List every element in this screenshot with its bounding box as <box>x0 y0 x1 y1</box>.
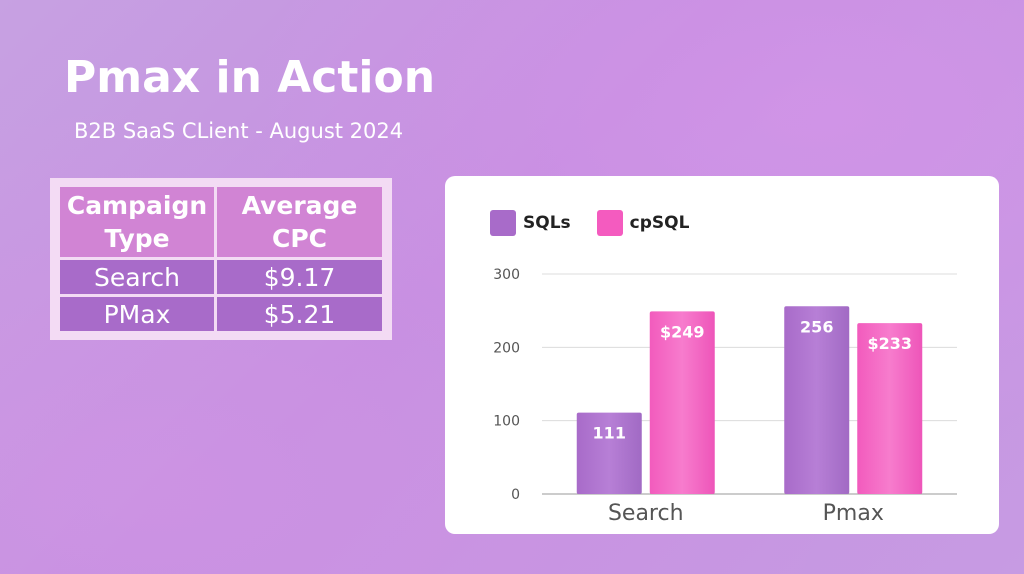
bar-sqls-search <box>576 412 642 494</box>
header-campaign-type: Campaign Type <box>60 187 214 257</box>
legend-label-sqls: SQLs <box>523 213 571 233</box>
cell-average-cpc: $9.17 <box>217 260 382 294</box>
cpc-table: Campaign Type Average CPC Search $9.17 P… <box>50 178 392 340</box>
y-tick-label: 300 <box>493 267 520 283</box>
table-row: Search $9.17 <box>60 260 382 294</box>
bar-cpsql-pmax <box>857 323 923 494</box>
y-tick-label: 200 <box>493 340 520 356</box>
header-average-cpc: Average CPC <box>217 187 382 257</box>
chart-card: SQLs cpSQL 0 100 200 300 111 $249 Search 256 $23… <box>445 176 999 534</box>
bar-chart: 0 100 200 300 111 $249 Search 256 $233 Pmax <box>493 267 957 526</box>
legend-swatch-sqls <box>490 210 516 236</box>
y-tick-label: 0 <box>511 487 520 503</box>
header-average-cpc-line1: Average <box>241 191 358 220</box>
header-campaign-type-line2: Type <box>104 224 170 253</box>
header-campaign-type-line1: Campaign <box>66 191 208 220</box>
chart-legend: SQLs cpSQL <box>490 210 689 236</box>
data-label: 256 <box>800 317 833 336</box>
data-label: $249 <box>660 322 705 341</box>
x-tick-label: Pmax <box>823 501 884 526</box>
slide-subtitle: B2B SaaS CLient - August 2024 <box>74 119 404 143</box>
legend-swatch-cpsql <box>596 210 623 236</box>
table-row: PMax $5.21 <box>60 297 382 331</box>
x-tick-label: Search <box>608 501 684 526</box>
y-tick-label: 100 <box>493 414 520 430</box>
legend-label-cpsql: cpSQL <box>629 213 690 233</box>
data-label: 111 <box>593 424 626 443</box>
legend-item-cpsql: cpSQL <box>596 210 690 236</box>
cell-campaign-type: PMax <box>60 297 214 331</box>
bar-sqls-pmax <box>784 306 850 494</box>
slide-title: Pmax in Action <box>64 52 436 103</box>
cell-average-cpc: $5.21 <box>217 297 382 331</box>
bar-cpsql-search <box>649 311 715 494</box>
legend-item-sqls: SQLs <box>490 210 571 236</box>
data-label: $233 <box>867 334 912 353</box>
cell-campaign-type: Search <box>60 260 214 294</box>
header-average-cpc-line2: CPC <box>271 224 328 253</box>
